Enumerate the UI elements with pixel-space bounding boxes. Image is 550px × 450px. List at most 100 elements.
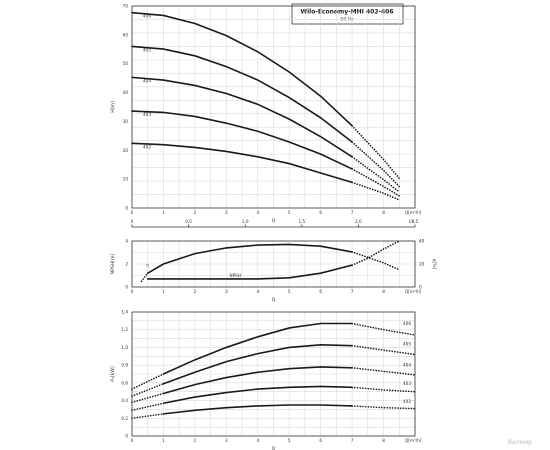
y-tick-label: 10	[123, 177, 129, 182]
series-label: 404	[143, 78, 151, 83]
x-unit-label: Q[m³/h]	[405, 438, 422, 443]
y-tick-label: 1,4	[121, 310, 128, 315]
y-right-tick-label: 0	[419, 285, 422, 290]
series-404-dotted-end	[351, 367, 416, 376]
y-tick-label: 0	[125, 285, 128, 290]
y-axis-label: NPSH[m]	[110, 253, 116, 274]
x-tick-label: 4	[256, 210, 259, 215]
y-tick-label: 1,2	[121, 327, 128, 332]
x-tick-label: 3	[225, 289, 228, 294]
series-405-dotted-end	[351, 344, 416, 356]
series-402-line	[162, 404, 353, 415]
series-406-dotted-end	[351, 322, 416, 336]
x-tick-label: 6	[319, 438, 322, 443]
series-406-line	[162, 322, 353, 375]
x-unit-label: Q[m³/h]	[405, 289, 422, 294]
x-tick-label: 7	[351, 210, 354, 215]
y-tick-label: 20	[123, 148, 129, 153]
x-tick-label: 3	[225, 438, 228, 443]
y-tick-label: 0,4	[121, 398, 128, 403]
y-tick-label: 0	[125, 434, 128, 439]
x-tick-label: 5	[288, 289, 291, 294]
series-label: 405	[403, 341, 411, 346]
plot-1: 0 1 2 3 4 5 6 7 8 Q[m³/h] Q 0 10 20 30 40 50 60 70 H[m] 0 0,5…	[110, 4, 422, 228]
plot-frame	[131, 5, 416, 209]
y-tick-label: 0,2	[121, 416, 128, 421]
plot-frame	[131, 311, 416, 437]
series-404-dotted-end	[351, 156, 401, 193]
y-tick-label: 0	[125, 206, 128, 211]
x-tick-label: 8	[382, 289, 385, 294]
x-axis-label: Q	[272, 297, 276, 303]
series-NPSH-dotted-end	[351, 240, 401, 266]
x-unit-label: Q[m³/h]	[405, 210, 422, 215]
y-right-tick-label: 20	[419, 262, 425, 267]
x-tick-label: 2	[194, 438, 197, 443]
y-tick-label: 1,0	[121, 345, 128, 350]
y-tick-label: 2	[125, 262, 128, 267]
x-tick-label: 4	[256, 438, 259, 443]
x-tick-label: 5	[288, 438, 291, 443]
series-404-line	[162, 366, 353, 395]
series-label: 406	[403, 321, 411, 326]
y-tick-label: 50	[123, 61, 129, 66]
x-tick-label: 6	[319, 289, 322, 294]
x-tick-label: 3	[225, 210, 228, 215]
series-406-dotted-end	[351, 125, 401, 180]
y-tick-label: 4	[125, 239, 128, 244]
y-tick-label: 0,6	[121, 380, 128, 385]
x-axis-label: Q	[272, 446, 276, 450]
secondary-x-unit-label: l/s	[409, 219, 414, 224]
series-label: 406	[143, 14, 151, 19]
series-label: NPSH	[229, 273, 240, 278]
series-403-dotted-end	[351, 168, 401, 197]
secondary-x-tick-label: 0,5	[185, 219, 192, 224]
y-tick-label: 40	[123, 90, 129, 95]
plot-3: 0 1 2 3 4 5 6 7 8 Q[m³/h] Q 0 0,2 0,4 0,6 0,8 1,0 1,2 1,4 P…	[110, 310, 422, 450]
series-label: η	[146, 262, 149, 267]
x-tick-label: 5	[288, 210, 291, 215]
series-η-line	[146, 243, 353, 274]
watermark: Вилмир	[508, 439, 532, 446]
series-405-line	[131, 45, 353, 143]
secondary-x-tick-label: 2,0	[355, 219, 362, 224]
series-η-dotted-start	[140, 272, 149, 283]
series-label: 404	[403, 363, 411, 368]
plot-2: 0 1 2 3 4 5 6 7 8 Q[m³/h] Q 0 2 4 NPSH[m] 0 20 40 η[%] η NPS…	[110, 239, 437, 304]
y-tick-label: 60	[123, 32, 129, 37]
secondary-x-tick-label: 1,0	[242, 219, 249, 224]
x-tick-label: 0	[131, 210, 134, 215]
y-axis-label: H[m]	[110, 101, 116, 113]
series-406-dotted-start	[131, 373, 165, 390]
series-402-line	[131, 142, 353, 184]
y-right-axis-label: η[%]	[431, 259, 437, 270]
series-403-line	[131, 110, 353, 170]
series-405-line	[162, 343, 353, 385]
y-right-tick-label: 40	[419, 239, 425, 244]
x-tick-label: 2	[194, 289, 197, 294]
series-404-dotted-start	[131, 392, 165, 404]
x-tick-label: 6	[319, 210, 322, 215]
secondary-x-tick-label: 0	[131, 219, 134, 224]
series-403-dotted-start	[131, 402, 165, 412]
x-tick-label: 0	[131, 438, 134, 443]
y-axis-label: P₂[kW]	[110, 366, 116, 382]
x-tick-label: 1	[162, 438, 165, 443]
x-tick-label: 1	[162, 289, 165, 294]
series-402-dotted-end	[351, 181, 401, 201]
series-403-dotted-end	[351, 386, 416, 393]
x-tick-label: 8	[382, 210, 385, 215]
secondary-x-tick-label: 2,5	[412, 219, 419, 224]
series-label: 405	[143, 47, 151, 52]
x-tick-label: 0	[131, 289, 134, 294]
series-405-dotted-end	[351, 141, 401, 188]
series-405-dotted-start	[131, 382, 165, 397]
series-402-dotted-end	[351, 405, 416, 410]
series-406-line	[131, 11, 353, 127]
chart-title: Wilo-Economy-MHI 402-406	[300, 9, 393, 16]
series-η-dotted-end	[351, 251, 401, 271]
series-label: 402	[403, 399, 411, 404]
x-tick-label: 8	[382, 438, 385, 443]
series-404-line	[131, 76, 353, 158]
y-tick-label: 0,8	[121, 363, 128, 368]
